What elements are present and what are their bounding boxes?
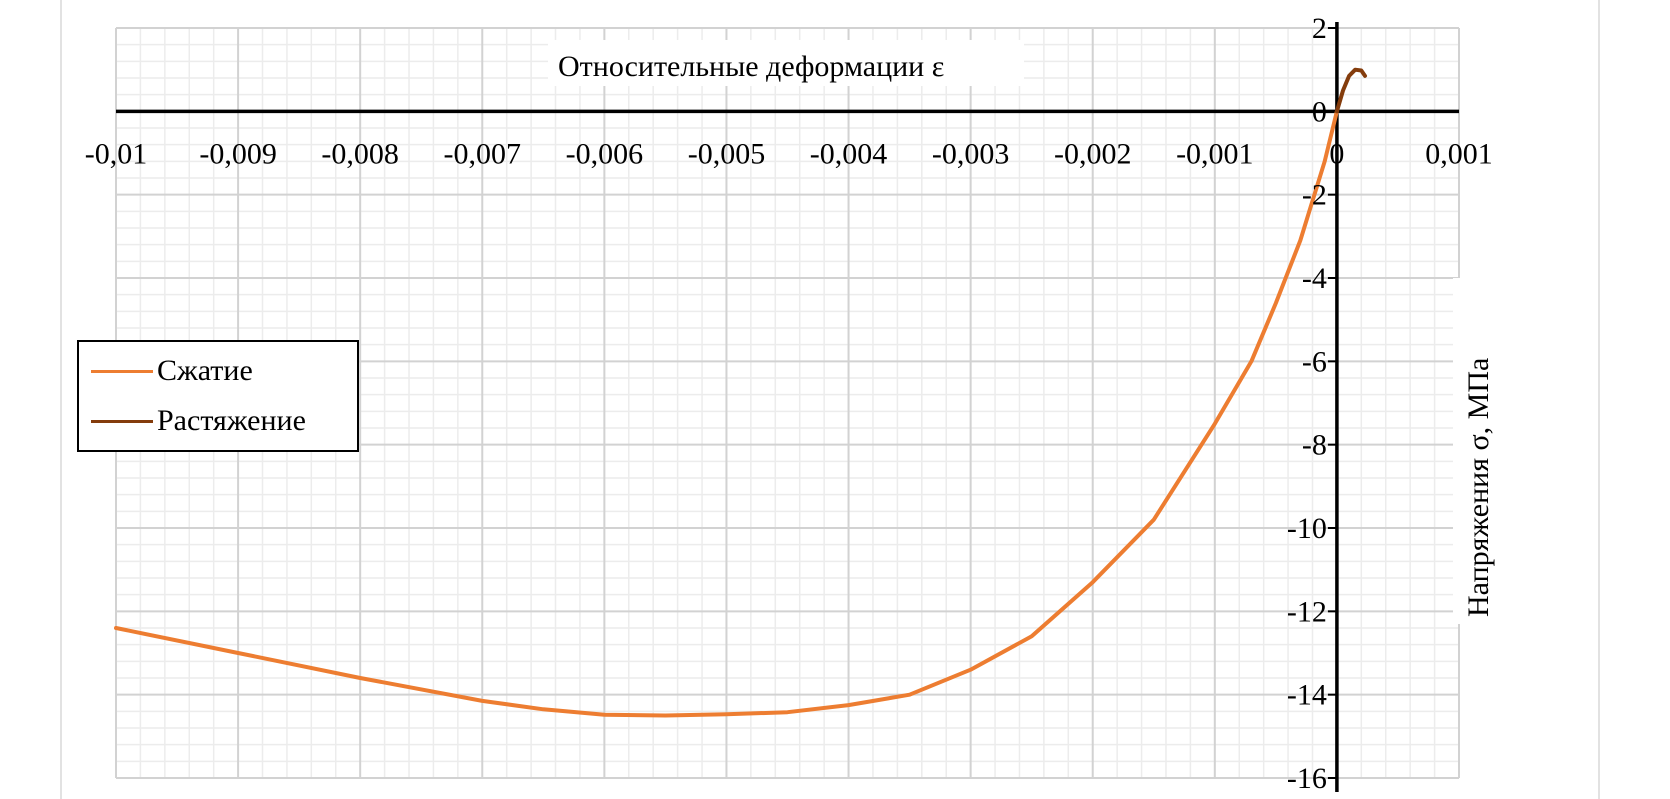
x-axis-title: Относительные деформации ε: [558, 50, 944, 83]
legend-item-tension: Растяжение: [91, 404, 306, 438]
y-tick-label: -16: [1287, 762, 1327, 795]
x-tick-label: 0,001: [1425, 137, 1493, 170]
x-tick-label: -0,009: [199, 137, 277, 170]
series-layer: [114, 67, 1367, 718]
series-line-compression: [114, 109, 1339, 718]
y-tick-label: -8: [1302, 429, 1327, 462]
x-tick-label: 0: [1329, 137, 1344, 170]
x-tick-label: -0,002: [1054, 137, 1132, 170]
y-axis-title-bg: [1453, 278, 1501, 624]
y-tick-label: -14: [1287, 679, 1327, 712]
y-tick-label: -2: [1302, 179, 1327, 212]
y-tick-label: -12: [1287, 595, 1327, 628]
legend-swatch-compression: [91, 369, 153, 373]
y-tick-labels: 2 0 -2 -4 -6 -8 -10 -12 -14 -16: [1287, 12, 1327, 795]
x-tick-label: -0,001: [1176, 137, 1254, 170]
y-tick-label: -6: [1302, 345, 1327, 378]
x-tick-label: -0,004: [810, 137, 888, 170]
legend-label-compression: Сжатие: [157, 354, 253, 387]
y-axis-title: Напряжения σ, МПа: [1462, 358, 1495, 617]
x-tick-label: -0,006: [566, 137, 644, 170]
chart-frame: [60, 0, 1600, 799]
legend-label-tension: Растяжение: [157, 404, 306, 437]
axes: [116, 22, 1459, 792]
x-tick-label: -0,007: [444, 137, 522, 170]
x-tick-label: -0,008: [321, 137, 399, 170]
y-tick-label: 2: [1312, 12, 1327, 45]
legend-item-compression: Сжатие: [91, 354, 253, 388]
legend: Сжатие Растяжение: [77, 340, 359, 452]
x-axis-title-bg: [548, 40, 1024, 86]
x-tick-label: -0,005: [688, 137, 766, 170]
y-tick-label: -4: [1302, 262, 1327, 295]
y-tick-label: -10: [1287, 512, 1327, 545]
series-line-tension: [1334, 67, 1367, 114]
x-tick-label: -0,01: [85, 137, 148, 170]
x-tick-labels: -0,01 -0,009 -0,008 -0,007 -0,006 -0,005 -0,00…: [85, 137, 1493, 170]
x-tick-label: -0,003: [932, 137, 1010, 170]
y-tick-label: 0: [1312, 95, 1327, 128]
legend-swatch-tension: [91, 419, 153, 423]
